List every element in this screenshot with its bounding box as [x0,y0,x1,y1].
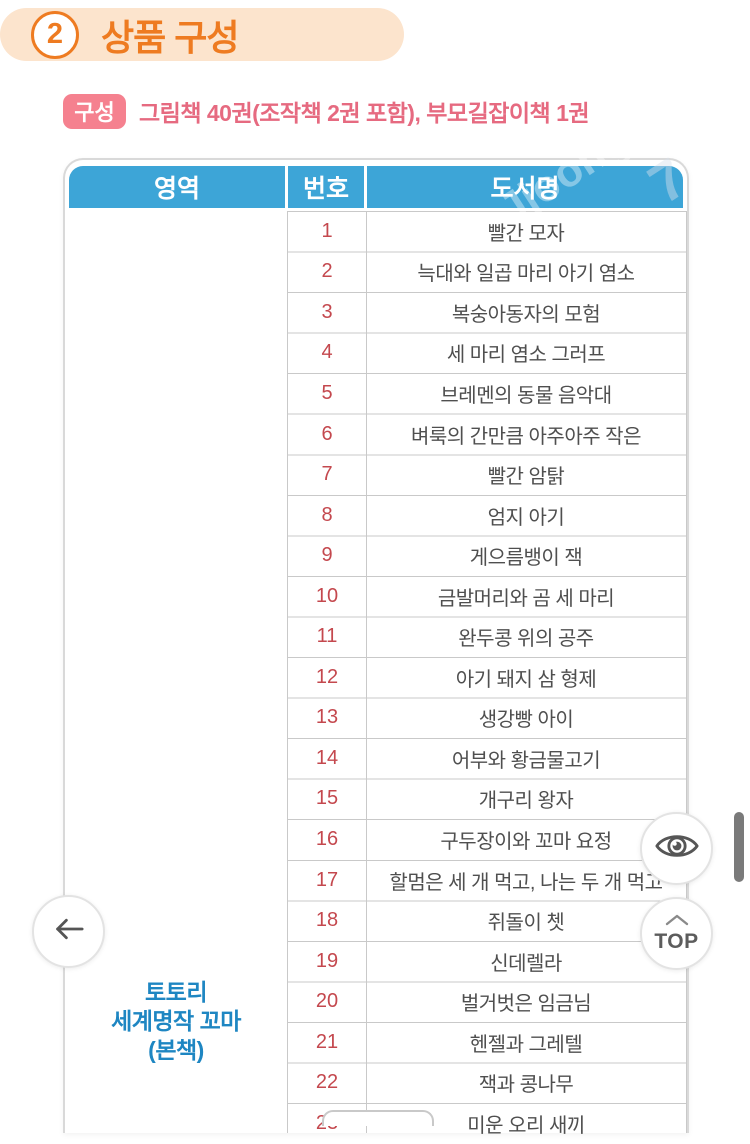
column-header-book-title: 도서명 [490,175,560,203]
composition-badge: 구성 [63,93,126,129]
row-number: 12 [315,665,339,688]
area-label-line: 세계명작 꼬마 [111,1008,241,1034]
row-number: 22 [315,1071,339,1094]
composition-row: 구성 그림책 40권(조작책 2권 포함), 부모길잡이책 1권 [63,93,590,129]
table-row: 15 개구리 왕자 [65,779,687,820]
row-number: 17 [315,868,339,891]
table-row: 6 벼룩의 간만큼 아주아주 작은 [65,414,687,455]
left-arrow-icon [48,908,90,955]
preview-button[interactable] [640,812,713,885]
book-title: 신데렐라 [490,952,562,975]
row-number: 9 [321,544,333,567]
chevron-up-icon [664,913,690,931]
table-body: 1 빨간 모자 2 늑대와 일곱 마리 아기 염소 3 복숭아동자의 모험 4 세 마리… [65,211,687,1144]
row-number: 6 [321,422,333,445]
top-button-label: TOP [654,930,699,953]
table-row: 10 금발머리와 곰 세 마리 [65,576,687,617]
table-row: 9 게으름뱅이 잭 [65,535,687,576]
section-header-pill: 2 상품 구성 [0,8,404,61]
row-number: 16 [315,827,339,850]
table-row: 22 잭과 콩나무 [65,1062,687,1103]
step-number: 2 [46,18,64,50]
table-row: 7 빨간 암탉 [65,454,687,495]
row-number: 10 [315,584,339,607]
table-row: 12 아기 돼지 삼 형제 [65,657,687,698]
table-row: 17 할멈은 세 개 먹고, 나는 두 개 먹고 [65,860,687,901]
table-row: 11 완두콩 위의 공주 [65,616,687,657]
step-number-badge: 2 [31,10,79,59]
book-title: 생강빵 아이 [478,709,574,732]
book-title: 늑대와 일곱 마리 아기 염소 [417,263,635,286]
book-title: 엄지 아기 [487,506,565,529]
table-row: 8 엄지 아기 [65,495,687,536]
area-merged-cell: 토토리 세계명작 꼬마 (본책) [65,978,287,1065]
book-title: 빨간 모자 [487,222,565,245]
section-title: 상품 구성 [101,16,239,58]
book-title: 구두장이와 꼬마 요정 [440,830,612,853]
book-title: 금발머리와 곰 세 마리 [437,587,615,610]
clipped-button-top[interactable] [322,1110,434,1126]
book-title: 어부와 황금물고기 [451,749,601,772]
row-number: 19 [315,949,339,972]
book-title: 잭과 콩나무 [478,1074,574,1097]
row-number: 18 [315,909,339,932]
table-grid-lines [287,211,687,1133]
row-number: 15 [315,787,339,810]
table-row: 21 헨젤과 그레텔 [65,1022,687,1063]
book-title: 빨간 암탉 [487,466,565,489]
composition-text: 그림책 40권(조작책 2권 포함), 부모길잡이책 1권 [139,100,590,126]
back-button[interactable] [32,895,105,968]
row-number: 11 [316,625,338,648]
row-number: 13 [315,706,339,729]
row-number: 21 [315,1030,339,1053]
book-title: 세 마리 염소 그러프 [446,344,606,367]
area-label-line: 토토리 [145,979,207,1005]
table-row: 3 복숭아동자의 모험 [65,292,687,333]
table-header: 영역 번호 도서명 [69,166,683,208]
book-title: 벼룩의 간만큼 아주아주 작은 [411,425,641,448]
row-number: 14 [315,746,339,769]
scroll-to-top-button[interactable]: TOP [640,897,713,970]
book-list-card: 영역 번호 도서명 1 빨간 모자 2 늑대와 일곱 마리 아기 염소 3 복숭아동자… [63,158,689,1137]
row-number: 7 [321,463,333,486]
scrollbar-thumb[interactable] [734,812,744,882]
eye-icon [654,823,700,874]
book-title: 복숭아동자의 모험 [451,303,601,326]
book-title: 게으름뱅이 잭 [469,547,583,570]
table-grid-lines [366,211,367,1133]
table-row: 16 구두장이와 꼬마 요정 [65,819,687,860]
book-title: 쥐돌이 쳇 [487,912,565,935]
table-row: 4 세 마리 염소 그러프 [65,333,687,374]
area-label-line: (본책) [148,1037,204,1063]
row-number: 1 [321,219,333,242]
table-row: 13 생강빵 아이 [65,698,687,739]
table-row: 18 쥐돌이 쳇 [65,900,687,941]
table-row: 20 벌거벗은 임금님 [65,981,687,1022]
row-number: 3 [321,300,333,323]
row-number: 4 [321,341,333,364]
row-number: 2 [321,260,333,283]
table-row: 14 어부와 황금물고기 [65,738,687,779]
row-number: 8 [321,503,333,526]
row-number: 20 [315,990,339,1013]
book-title: 아기 돼지 삼 형제 [455,668,597,691]
book-title: 개구리 왕자 [478,790,574,813]
book-title: 벌거벗은 임금님 [460,993,592,1016]
column-header-number: 번호 [288,166,367,208]
book-title: 할멈은 세 개 먹고, 나는 두 개 먹고 [389,871,663,894]
book-title: 헨젤과 그레텔 [469,1033,583,1056]
table-row: 2 늑대와 일곱 마리 아기 염소 [65,252,687,293]
column-header-area: 영역 [69,166,288,208]
table-row: 5 브레멘의 동물 음악대 [65,373,687,414]
table-row: 19 신데렐라 [65,941,687,982]
table-row: 1 빨간 모자 [65,211,687,252]
book-title: 브레멘의 동물 음악대 [440,384,612,407]
book-title: 완두콩 위의 공주 [458,628,594,651]
row-number: 5 [321,381,333,404]
